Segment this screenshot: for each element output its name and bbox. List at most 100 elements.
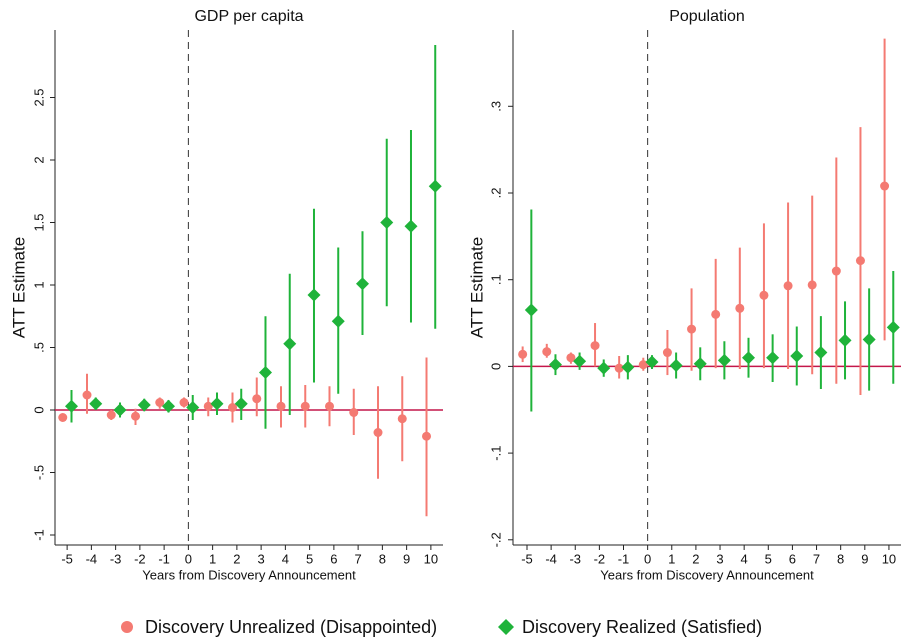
point	[693, 357, 707, 371]
point	[759, 290, 769, 300]
point	[64, 399, 78, 413]
x-axis-label: Years from Discovery Announcement	[600, 567, 814, 582]
chart-title: GDP per capita	[194, 8, 303, 25]
y-tick-label: .1	[488, 274, 503, 285]
point	[597, 361, 611, 375]
point	[862, 333, 876, 347]
point	[137, 398, 151, 412]
x-tick-label: 5	[765, 551, 772, 566]
point	[106, 410, 116, 420]
y-tick-label: -1	[31, 529, 46, 541]
legend-marker	[498, 619, 514, 635]
x-tick-label: 7	[813, 551, 820, 566]
point	[276, 401, 286, 411]
x-tick-label: 1	[209, 551, 216, 566]
legend-label: Discovery Unrealized (Disappointed)	[145, 617, 437, 637]
point	[307, 288, 321, 302]
x-tick-label: 4	[741, 551, 748, 566]
point	[807, 280, 817, 290]
point	[621, 360, 635, 374]
point	[518, 349, 528, 359]
y-tick-label: .5	[31, 342, 46, 353]
point	[638, 360, 648, 370]
x-tick-label: 8	[379, 551, 386, 566]
y-axis-label: ATT Estimate	[467, 237, 486, 338]
point	[89, 397, 103, 411]
y-tick-label: -.2	[488, 532, 503, 547]
y-tick-label: 2	[31, 156, 46, 163]
x-tick-label: 10	[424, 551, 438, 566]
y-tick-label: 1	[31, 281, 46, 288]
point	[422, 431, 432, 441]
point	[252, 394, 262, 404]
point	[831, 266, 841, 276]
point	[855, 256, 865, 266]
x-tick-label: 3	[258, 551, 265, 566]
legend-label: Discovery Realized (Satisfied)	[522, 617, 762, 637]
point	[524, 303, 538, 317]
x-tick-label: 7	[355, 551, 362, 566]
x-tick-label: 9	[861, 551, 868, 566]
x-tick-label: 0	[644, 551, 651, 566]
x-tick-label: 10	[882, 551, 896, 566]
point	[645, 355, 659, 369]
point	[814, 346, 828, 360]
x-tick-label: 6	[330, 551, 337, 566]
x-tick-label: -1	[158, 551, 170, 566]
x-tick-label: 2	[233, 551, 240, 566]
point	[886, 320, 900, 334]
point	[590, 341, 600, 351]
y-tick-label: 0	[31, 406, 46, 413]
x-tick-label: -5	[61, 551, 73, 566]
point	[735, 303, 745, 313]
point	[742, 351, 756, 365]
point	[203, 401, 213, 411]
point	[542, 347, 552, 357]
point	[113, 403, 127, 417]
point	[717, 353, 731, 367]
point	[331, 314, 345, 328]
point	[300, 401, 310, 411]
point	[155, 398, 165, 407]
x-tick-label: 3	[716, 551, 723, 566]
point	[404, 219, 418, 233]
x-tick-label: -4	[545, 551, 557, 566]
point	[783, 281, 793, 291]
point	[355, 277, 369, 291]
x-tick-label: 0	[185, 551, 192, 566]
point	[687, 324, 697, 334]
x-tick-label: -3	[110, 551, 122, 566]
point	[210, 397, 224, 411]
y-tick-label: -.1	[488, 446, 503, 461]
x-tick-label: 6	[789, 551, 796, 566]
x-tick-label: -3	[569, 551, 581, 566]
point	[380, 216, 394, 229]
point	[880, 181, 890, 191]
point	[711, 309, 721, 319]
point	[58, 413, 68, 422]
y-axis-label: ATT Estimate	[9, 237, 28, 338]
x-tick-label: 1	[668, 551, 675, 566]
point	[838, 333, 852, 347]
y-tick-label: 2.5	[31, 88, 46, 106]
point	[397, 414, 407, 424]
x-tick-label: -5	[521, 551, 533, 566]
point	[790, 349, 804, 363]
x-tick-label: 2	[692, 551, 699, 566]
x-axis-label: Years from Discovery Announcement	[142, 567, 356, 582]
point	[186, 401, 200, 414]
point	[283, 337, 297, 351]
point	[234, 397, 248, 411]
x-tick-label: -2	[134, 551, 146, 566]
point	[662, 348, 672, 358]
y-tick-label: .3	[488, 101, 503, 112]
x-tick-label: 9	[403, 551, 410, 566]
point	[614, 363, 624, 373]
point	[669, 359, 683, 373]
legend-marker	[121, 621, 133, 633]
x-tick-label: 4	[282, 551, 289, 566]
x-tick-label: -1	[618, 551, 630, 566]
point	[548, 358, 562, 372]
y-tick-label: .2	[488, 188, 503, 199]
y-tick-label: 1.5	[31, 213, 46, 231]
